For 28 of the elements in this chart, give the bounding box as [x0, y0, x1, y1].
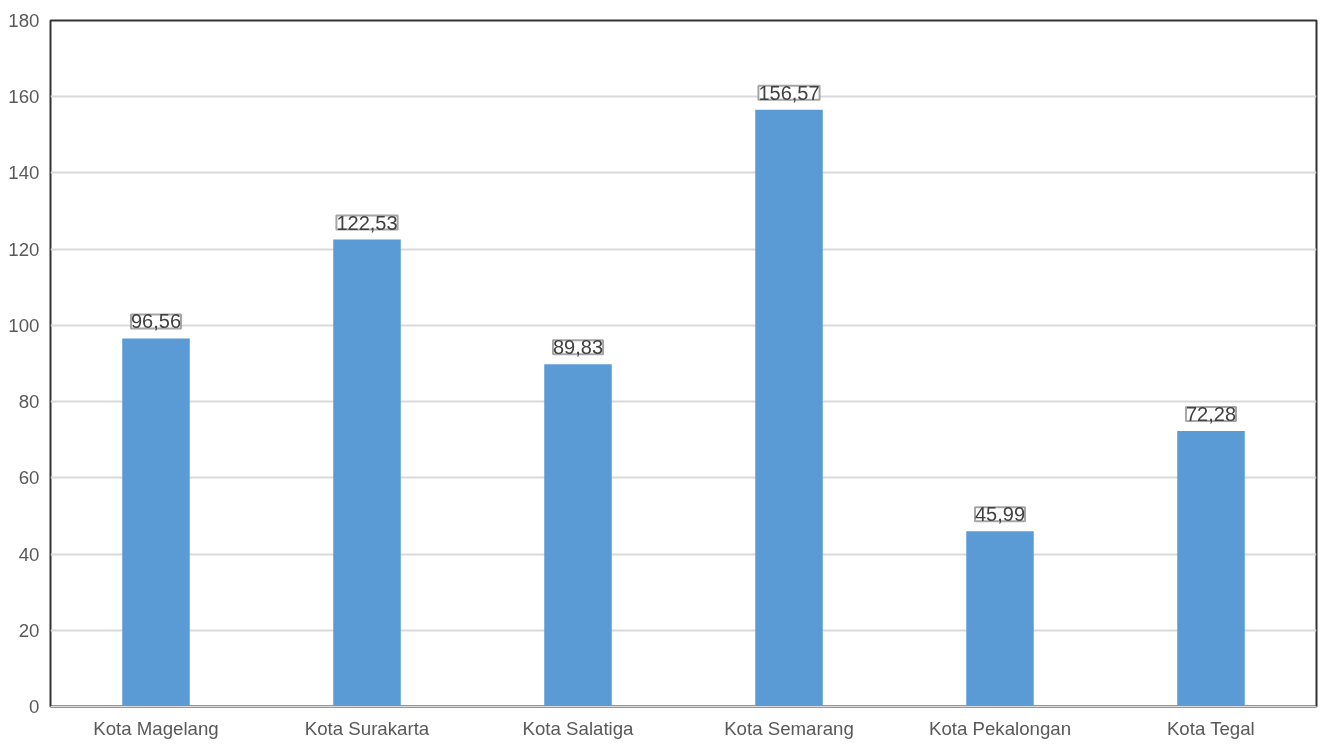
- bar: [1177, 431, 1245, 707]
- y-tick-label: 0: [29, 696, 40, 717]
- x-tick-label: Kota Pekalongan: [928, 717, 1072, 739]
- bar: [966, 531, 1034, 707]
- y-tick-label: 100: [8, 314, 40, 336]
- x-tick-label: Kota Semarang: [724, 717, 854, 739]
- y-tick-label: 120: [8, 238, 40, 260]
- data-label: 122,53: [336, 211, 398, 234]
- y-tick-label: 20: [18, 619, 40, 641]
- x-tick-label: Kota Tegal: [1166, 717, 1255, 739]
- bar: [544, 364, 612, 707]
- y-tick-label: 140: [8, 162, 40, 184]
- data-label: 72,28: [1185, 403, 1237, 426]
- x-tick-label: Kota Surakarta: [304, 717, 430, 739]
- bar: [122, 338, 190, 707]
- bar: [755, 109, 823, 707]
- y-tick-label: 80: [18, 391, 40, 413]
- y-tick-label: 180: [8, 10, 40, 31]
- x-tick-label: Kota Salatiga: [522, 717, 635, 739]
- y-tick-label: 40: [18, 543, 40, 565]
- data-label: 45,99: [974, 503, 1026, 526]
- x-tick-label: Kota Magelang: [93, 717, 219, 739]
- y-tick-label: 160: [8, 86, 40, 108]
- data-label: 156,57: [758, 81, 820, 104]
- data-label: 96,56: [130, 310, 182, 333]
- y-tick-label: 60: [18, 467, 40, 489]
- bar: [333, 239, 401, 707]
- data-label: 89,83: [552, 336, 604, 359]
